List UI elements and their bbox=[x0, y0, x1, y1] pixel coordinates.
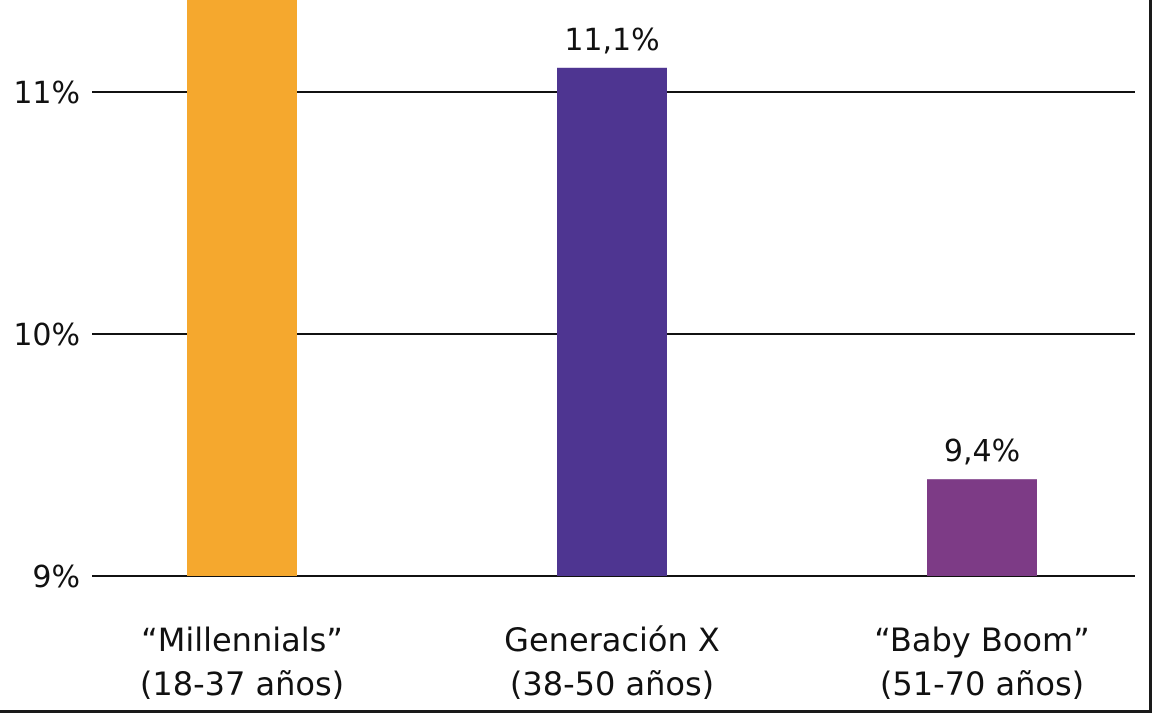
data-label-3: 9,4% bbox=[944, 434, 1020, 469]
bars bbox=[187, 0, 1037, 577]
ytick-label: 11% bbox=[13, 76, 80, 111]
category-label-line2: (18-37 años) bbox=[140, 665, 344, 703]
ytick-label: 9% bbox=[32, 560, 80, 595]
ytick-label: 10% bbox=[13, 318, 80, 353]
labels: 11,8%11,1%9,4%9%10%11%“Millennials”(18-3… bbox=[13, 23, 1089, 703]
category-label-line2: (51-70 años) bbox=[880, 665, 1084, 703]
category-label-line1: “Millennials” bbox=[141, 621, 343, 659]
category-label-line1: “Baby Boom” bbox=[874, 621, 1089, 659]
data-label-2: 11,1% bbox=[564, 23, 659, 58]
category-label-line2: (38-50 años) bbox=[510, 665, 714, 703]
bar-3 bbox=[927, 479, 1037, 576]
category-label-line1: Generación X bbox=[504, 621, 720, 659]
bar-1 bbox=[187, 0, 297, 576]
bar-2 bbox=[557, 67, 667, 577]
